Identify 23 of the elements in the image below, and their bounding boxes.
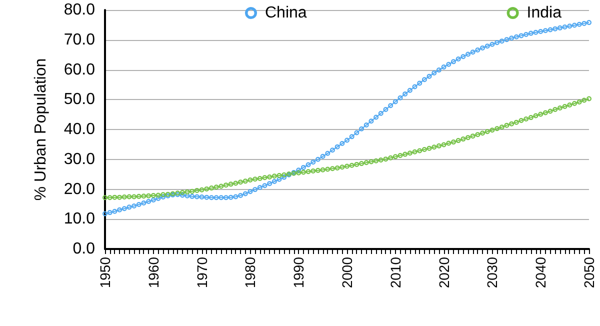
x-tick-label: 1960 (145, 256, 162, 288)
y-tick-label: 20.0 (64, 180, 96, 198)
x-tick-label: 1990 (290, 256, 307, 288)
x-tick-label: 1950 (97, 256, 113, 288)
legend-label: China (265, 4, 307, 22)
y-tick-label: 60.0 (64, 61, 96, 78)
x-tick-label: 2020 (436, 256, 452, 288)
y-tick-label: 0.0 (72, 240, 96, 258)
y-axis-title: % Urban Population (32, 58, 50, 201)
y-tick-label: 70.0 (64, 31, 96, 48)
y-tick-label: 30.0 (64, 150, 96, 168)
x-tick-label: 2030 (484, 256, 500, 288)
y-tick-label: 80.0 (64, 2, 96, 18)
x-tick-label: 2010 (387, 256, 404, 288)
legend-label: India (526, 4, 562, 22)
x-tick-label: 2050 (581, 256, 597, 288)
y-tick-label: 40.0 (64, 121, 96, 138)
y-tick-label: 10.0 (64, 210, 96, 228)
x-tick-label: 1970 (194, 256, 210, 288)
x-tick-label: 2040 (532, 256, 549, 288)
x-tick-label: 1980 (242, 256, 258, 288)
y-tick-label: 50.0 (64, 91, 96, 108)
x-tick-label: 2000 (339, 256, 355, 288)
